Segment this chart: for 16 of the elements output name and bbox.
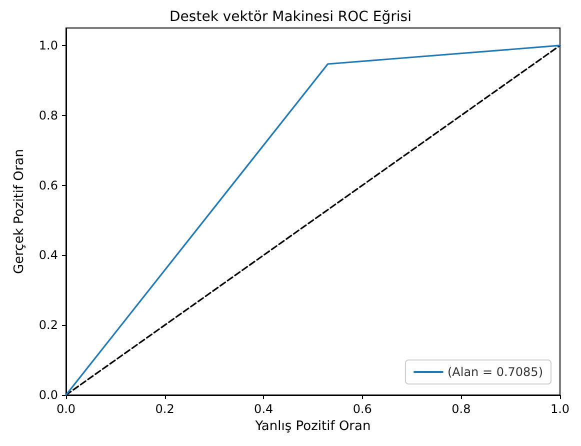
x-tick-label: 0.2: [155, 402, 174, 416]
x-tick-label: 0.6: [352, 402, 372, 416]
y-tick-label: 1.0: [38, 38, 58, 52]
y-tick-label: 0.0: [38, 388, 58, 402]
x-tick-label: 0.0: [56, 402, 76, 416]
y-tick-label: 0.2: [38, 318, 58, 332]
y-tick-label: 0.6: [38, 178, 58, 192]
x-tick-label: 0.4: [254, 402, 274, 416]
y-tick-label: 0.4: [38, 248, 58, 262]
x-tick-label: 1.0: [550, 402, 570, 416]
y-axis-title: Gerçek Pozitif Oran: [12, 149, 27, 274]
y-tick-label: 0.8: [38, 108, 58, 122]
legend-label: (Alan = 0.7085): [447, 365, 544, 379]
x-tick-label: 0.8: [452, 402, 471, 416]
chart-title: Destek vektör Makinesi ROC Eğrisi: [170, 9, 412, 25]
x-axis-title: Yanlış Pozitif Oran: [254, 418, 371, 434]
